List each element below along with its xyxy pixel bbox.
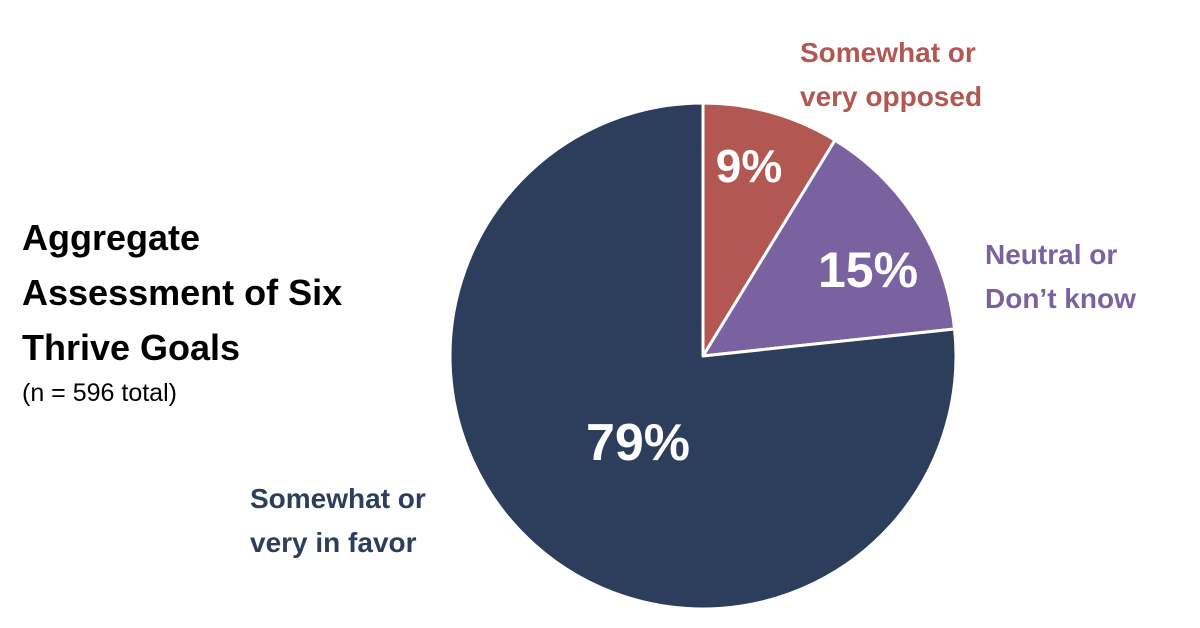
pie-category-labels: Somewhat or very opposed Neutral or Don’t k… bbox=[250, 37, 1136, 558]
chart-title-block: Aggregate Assessment of Six Thrive Goals… bbox=[22, 210, 402, 409]
pie-category-label-1-line-1: Don’t know bbox=[985, 283, 1136, 314]
pie-percent-labels: 9% 15% 79% bbox=[586, 140, 918, 472]
pie-category-label-0-line-1: very opposed bbox=[800, 81, 982, 112]
pie-slice-2 bbox=[448, 101, 958, 611]
pie-category-label-0-line-0: Somewhat or bbox=[800, 37, 976, 68]
pie-slices bbox=[448, 101, 958, 611]
pie-category-label-2-line-1: very in favor bbox=[250, 527, 417, 558]
pie-percent-label-0: 9% bbox=[716, 140, 782, 192]
chart-title-line-1: Aggregate bbox=[22, 217, 201, 258]
pie-slice-0 bbox=[701, 101, 837, 358]
chart-title-line-2: Assessment of Six bbox=[22, 272, 343, 313]
pie-percent-label-2: 79% bbox=[586, 414, 690, 472]
chart-subtitle: (n = 596 total) bbox=[22, 379, 177, 407]
pie-category-label-2-line-0: Somewhat or bbox=[250, 483, 426, 514]
pie-category-label-1-line-0: Neutral or bbox=[985, 239, 1117, 270]
pie-percent-label-1: 15% bbox=[818, 242, 918, 298]
pie-slice-1 bbox=[701, 138, 957, 358]
chart-title-line-3: Thrive Goals bbox=[22, 327, 241, 368]
